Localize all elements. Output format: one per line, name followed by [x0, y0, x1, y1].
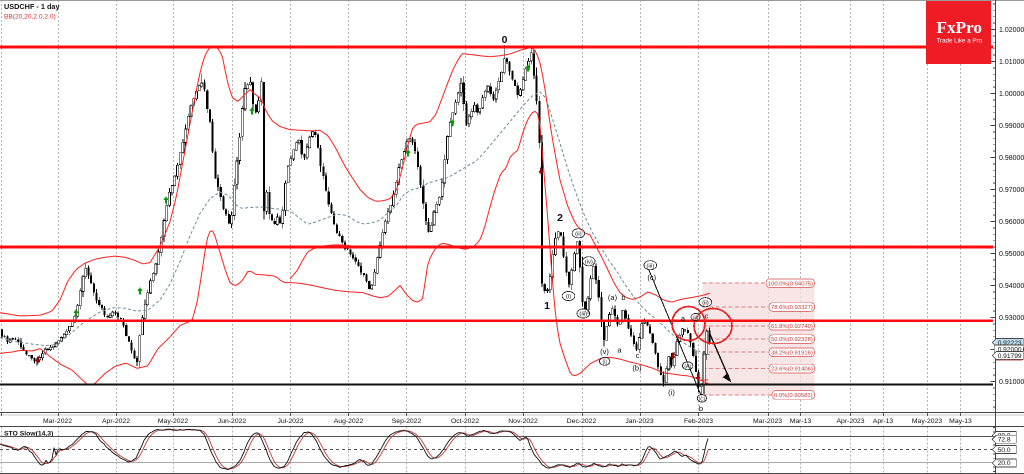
svg-text:Apr-2023: Apr-2023 — [837, 418, 865, 425]
svg-text:Jun-2022: Jun-2022 — [218, 418, 247, 425]
svg-text:(i): (i) — [566, 294, 571, 300]
svg-text:STO Slow(14,3): STO Slow(14,3) — [4, 431, 53, 438]
svg-text:(ii): (ii) — [575, 231, 582, 237]
svg-text:0.99000: 0.99000 — [999, 123, 1024, 130]
svg-text:1.01000: 1.01000 — [999, 59, 1024, 66]
svg-text:a: a — [681, 314, 686, 323]
svg-text:(i): (i) — [602, 359, 607, 365]
svg-text:Apr-13: Apr-13 — [873, 418, 894, 425]
svg-text:c: c — [636, 351, 640, 360]
svg-text:Aug-2022: Aug-2022 — [334, 418, 364, 425]
svg-text:Jul-2022: Jul-2022 — [277, 418, 303, 425]
svg-text:(i): (i) — [668, 388, 675, 397]
svg-text:38.2%(0.91916): 38.2%(0.91916) — [771, 350, 813, 356]
svg-text:0.93000: 0.93000 — [999, 315, 1024, 322]
svg-text:c: c — [705, 312, 709, 321]
svg-text:50.0%(0.92328): 50.0%(0.92328) — [771, 337, 813, 343]
svg-text:100.0%(0.94075): 100.0%(0.94075) — [768, 281, 813, 287]
svg-text:(ii): (ii) — [702, 300, 709, 306]
svg-text:1.00000: 1.00000 — [999, 91, 1024, 98]
svg-text:Mar-13: Mar-13 — [790, 418, 812, 425]
svg-text:(iii): (iii) — [646, 263, 654, 269]
svg-text:May-2022: May-2022 — [158, 418, 188, 425]
svg-text:(c): (c) — [647, 273, 656, 282]
svg-text:Jan-2023: Jan-2023 — [625, 418, 654, 425]
svg-text:(ii): (ii) — [693, 315, 699, 320]
svg-text:0.94000: 0.94000 — [999, 283, 1024, 290]
svg-text:0: 0 — [502, 34, 508, 46]
svg-text:BB(20,20,2.0,2.0): BB(20,20,2.0,2.0) — [4, 14, 56, 21]
svg-text:72.8: 72.8 — [998, 437, 1011, 444]
svg-text:Nov-2022: Nov-2022 — [508, 418, 538, 425]
svg-text:0.92223: 0.92223 — [998, 340, 1022, 347]
svg-text:Sep-2022: Sep-2022 — [392, 418, 422, 425]
svg-text:50.0: 50.0 — [998, 447, 1011, 454]
svg-text:23.6%(0.91406): 23.6%(0.91406) — [771, 367, 813, 373]
svg-text:USDCHF - 1 day: USDCHF - 1 day — [4, 2, 60, 11]
svg-text:(iv): (iv) — [585, 259, 593, 265]
svg-text:May-13: May-13 — [949, 418, 972, 425]
svg-text:b: b — [699, 404, 703, 413]
svg-text:Dec-2022: Dec-2022 — [567, 418, 597, 425]
svg-text:0.92000: 0.92000 — [998, 346, 1022, 353]
svg-text:Feb-2023: Feb-2023 — [684, 418, 713, 425]
svg-text:20.0: 20.0 — [998, 460, 1011, 467]
svg-text:0.98000: 0.98000 — [999, 155, 1024, 162]
svg-text:Mar-2023: Mar-2023 — [753, 418, 782, 425]
svg-text:FxPro: FxPro — [937, 18, 983, 37]
svg-text:(v): (v) — [600, 347, 609, 356]
svg-text:Apr-2022: Apr-2022 — [102, 418, 130, 425]
svg-text:b: b — [621, 293, 625, 302]
svg-text:0.0%(0.90581): 0.0%(0.90581) — [774, 393, 813, 399]
svg-text:(b): (b) — [632, 364, 642, 373]
svg-text:0.96000: 0.96000 — [999, 219, 1024, 226]
svg-text:0.97000: 0.97000 — [999, 187, 1024, 194]
svg-text:(iii): (iii) — [579, 312, 587, 318]
svg-text:61.8%(0.92740): 61.8%(0.92740) — [771, 324, 813, 330]
svg-text:0.91799: 0.91799 — [998, 353, 1022, 360]
svg-text:May-2023: May-2023 — [912, 418, 942, 425]
svg-text:(A): (A) — [684, 364, 691, 370]
svg-text:Trade Like a Pro: Trade Like a Pro — [937, 38, 983, 45]
svg-text:1: 1 — [544, 300, 550, 312]
svg-text:2: 2 — [557, 212, 563, 224]
svg-text:0.91000: 0.91000 — [999, 379, 1024, 386]
svg-text:a: a — [617, 346, 622, 355]
svg-text:78.6%(0.93327): 78.6%(0.93327) — [771, 305, 813, 311]
svg-text:Mar-2022: Mar-2022 — [43, 418, 72, 425]
svg-text:1.02000: 1.02000 — [999, 27, 1024, 34]
svg-text:Oct-2022: Oct-2022 — [451, 418, 479, 425]
svg-text:(C): (C) — [699, 396, 706, 402]
svg-text:(a): (a) — [608, 293, 618, 302]
svg-text:0.95000: 0.95000 — [999, 251, 1024, 258]
